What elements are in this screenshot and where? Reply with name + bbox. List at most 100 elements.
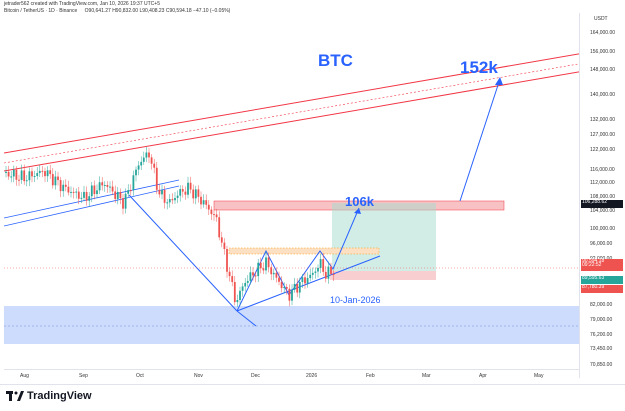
- range-box: [228, 247, 380, 255]
- candle-body: [215, 214, 218, 218]
- candle-body: [90, 185, 93, 197]
- candle-body: [322, 259, 325, 272]
- position-profit-zone: [332, 203, 436, 271]
- price-axis-label: 156,000.00: [590, 49, 616, 55]
- candle-body: [64, 184, 67, 187]
- candle-body: [161, 189, 163, 195]
- symbol-title[interactable]: Bitcoin / TetherUS · 1D · Binance: [4, 8, 78, 14]
- candle-body: [200, 196, 202, 205]
- candle-body: [83, 191, 85, 198]
- candle-body: [59, 180, 62, 192]
- candle-body: [254, 275, 257, 277]
- candle-body: [54, 176, 57, 186]
- candle-body: [246, 280, 249, 283]
- candle-body: [62, 184, 65, 192]
- candle-body: [226, 248, 228, 272]
- price-axis-label: 82,000.00: [590, 302, 613, 308]
- candle-body: [7, 171, 10, 177]
- candle-body: [111, 186, 114, 192]
- candle-body: [197, 189, 200, 197]
- footer: [0, 384, 625, 411]
- candle-body: [270, 267, 273, 275]
- target-price-tag: 106,288.62: [581, 200, 623, 208]
- candle-body: [80, 197, 83, 199]
- short-target-annotation: 106k: [345, 194, 374, 209]
- candle-body: [174, 197, 176, 201]
- candle-body: [57, 176, 59, 181]
- candle-body: [194, 189, 197, 199]
- candle-body: [119, 191, 122, 199]
- candle-body: [109, 186, 111, 188]
- chart-credit: jetrader562 created with TradingView.com…: [4, 1, 160, 7]
- wedge-bottom-line: [236, 310, 257, 327]
- candle-body: [285, 286, 288, 289]
- chart-canvas[interactable]: [4, 13, 579, 378]
- candle-body: [67, 186, 70, 193]
- candle-body: [327, 266, 330, 279]
- time-axis-label: Sep: [79, 373, 88, 379]
- candle-body: [28, 171, 31, 181]
- tradingview-logo[interactable]: TradingView: [6, 390, 92, 402]
- candle-body: [231, 276, 234, 283]
- candle-body: [155, 167, 158, 190]
- tradingview-logo-icon: [6, 391, 24, 401]
- price-axis[interactable]: [579, 13, 625, 378]
- candle-body: [148, 152, 150, 158]
- candle-body: [49, 170, 52, 175]
- candle-body: [283, 286, 286, 289]
- candle-body: [317, 267, 319, 272]
- candle-body: [23, 170, 26, 182]
- ohlc-values: O90,641.27 H90,832.00 L90,408.23 C90,594…: [84, 8, 231, 14]
- projection-path: [236, 207, 360, 312]
- candle-body: [304, 277, 306, 284]
- chart-pane[interactable]: [4, 13, 579, 378]
- candle-body: [20, 170, 23, 180]
- time-axis-label: Feb: [366, 373, 375, 379]
- candle-body: [184, 191, 187, 195]
- candle-body: [44, 171, 46, 177]
- candle-body: [272, 272, 275, 275]
- candle-body: [275, 272, 278, 278]
- candle-body: [181, 189, 184, 192]
- candle-body: [311, 272, 314, 275]
- candle-body: [51, 174, 54, 186]
- channel-mid-line: [4, 63, 579, 164]
- candle-body: [101, 182, 104, 186]
- price-axis-label: 122,000.00: [590, 147, 616, 153]
- candle-body: [70, 191, 72, 193]
- date-annotation: 10-Jan-2026: [330, 295, 381, 305]
- candle-body: [280, 281, 283, 289]
- time-axis[interactable]: [4, 369, 579, 384]
- time-axis-label: Dec: [251, 373, 260, 379]
- price-axis-label: 108,000.00: [590, 194, 616, 200]
- candle-body: [262, 268, 265, 271]
- candle-body: [239, 290, 241, 300]
- time-axis-label: May: [534, 373, 544, 379]
- candle-body: [153, 163, 156, 168]
- candle-body: [309, 274, 312, 279]
- symbol-annotation: BTC: [318, 51, 353, 70]
- candle-body: [223, 242, 226, 249]
- candle-body: [140, 161, 143, 166]
- candle-body: [168, 199, 171, 203]
- candle-body: [124, 193, 127, 209]
- time-axis-label: Apr: [479, 373, 487, 379]
- candle-body: [241, 286, 244, 291]
- candle-body: [259, 262, 262, 269]
- candle-body: [291, 289, 293, 301]
- target-projection-line: [459, 78, 501, 202]
- price-axis-label: 100,000.00: [590, 226, 616, 232]
- candle-body: [192, 189, 195, 199]
- candle-body: [189, 182, 192, 190]
- candle-body: [179, 189, 182, 196]
- candle-body: [288, 288, 291, 301]
- candle-body: [5, 171, 7, 173]
- candle-body: [88, 196, 91, 201]
- candle-body: [296, 283, 299, 293]
- candle-body: [249, 272, 252, 281]
- currency-label: USDT: [594, 16, 608, 22]
- candle-body: [257, 262, 260, 277]
- candle-body: [145, 152, 148, 158]
- candle-body: [332, 274, 335, 276]
- candle-body: [330, 266, 332, 275]
